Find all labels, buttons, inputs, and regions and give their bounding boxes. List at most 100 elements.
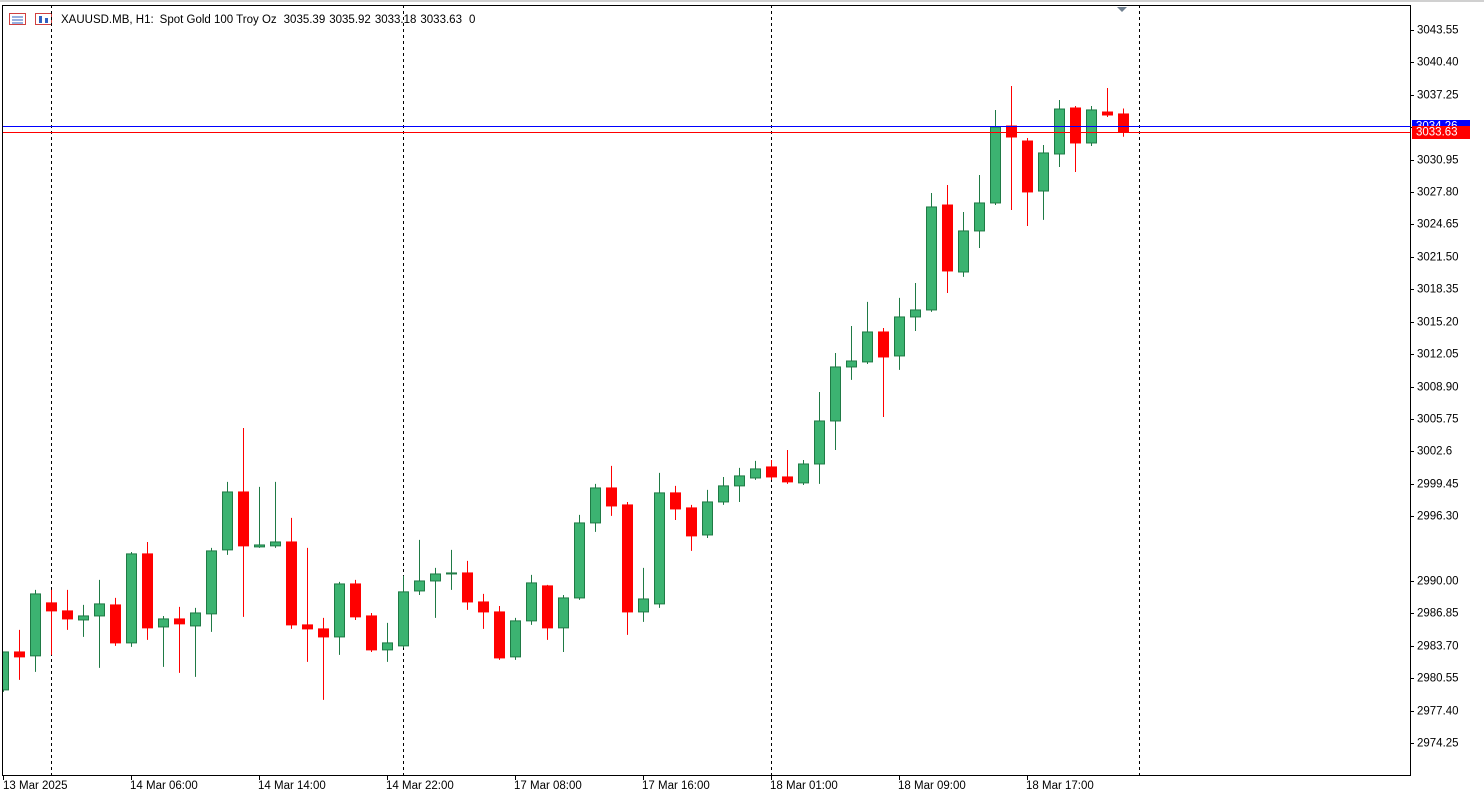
candle-body [670,492,681,510]
candle-body [14,651,25,658]
candle-body [910,309,921,318]
candle-body [686,507,697,537]
y-tick-label: 2990.00 [1417,576,1459,588]
candle-body [990,126,1001,204]
x-tick-label: 17 Mar 08:00 [514,780,582,792]
x-tick-label: 18 Mar 09:00 [898,780,966,792]
candle-body [222,491,233,551]
candle-body [654,492,665,605]
bid-label: 3033.63 [1416,127,1458,139]
shift-marker [1117,7,1127,12]
candle-body [942,204,953,272]
y-tick-label: 3008.90 [1417,382,1459,394]
candle-body [414,580,425,592]
candle-body [62,610,73,620]
candle-body [1118,113,1129,133]
y-tick-label: 2974.25 [1417,738,1459,750]
header-tail: 0 [469,14,475,26]
candle-body [750,468,761,479]
candle-body [510,620,521,658]
y-tick-label: 2980.55 [1417,673,1459,685]
candle-body [1054,108,1065,155]
candle-body [142,553,153,629]
candle-body [430,573,441,582]
candle-body [174,618,185,625]
candle-body [318,628,329,638]
y-tick-label: 3030.95 [1417,155,1459,167]
candle-body [286,541,297,626]
x-tick-label: 14 Mar 06:00 [130,780,198,792]
candle-body [590,487,601,524]
candle-body [238,491,249,547]
candle-body [1022,140,1033,193]
candle-body [382,642,393,651]
x-tick-label: 13 Mar 2025 [3,780,68,792]
candle-body [766,466,777,478]
candle-body [798,463,809,484]
candle-body [622,504,633,613]
candle-body [270,541,281,547]
x-tick-label: 14 Mar 22:00 [386,780,454,792]
y-tick-label: 3012.05 [1417,349,1459,361]
candle-body [110,604,121,644]
candle-body [494,611,505,659]
candle-body [558,597,569,629]
plot-frame [2,5,1411,776]
candle-body [126,553,137,644]
y-tick-label: 2996.30 [1417,511,1459,523]
candle-body [302,624,313,630]
candle-body [1006,125,1017,138]
candle-body [254,544,265,548]
header-open: 3035.39 [284,14,326,26]
y-tick-label: 3027.80 [1417,187,1459,199]
candle-body [958,230,969,273]
candle-body [398,591,409,647]
header-high: 3035.92 [329,14,371,26]
candle-body [478,601,489,613]
y-tick-label: 3024.65 [1417,219,1459,231]
y-tick-label: 3015.20 [1417,317,1459,329]
candle-body [158,618,169,628]
candle-body [206,550,217,615]
y-tick-label: 2999.45 [1417,479,1459,491]
bid-label-box [1412,126,1470,139]
plot-area [3,85,1410,700]
candle-body [878,331,889,358]
candle-body [1038,152,1049,192]
candle-body [334,583,345,638]
y-tick-label: 3018.35 [1417,284,1459,296]
x-tick-label: 18 Mar 01:00 [770,780,838,792]
separators [51,5,1140,775]
candle-body [3,651,9,691]
x-tick-label: 18 Mar 17:00 [1026,780,1094,792]
candle-body [830,366,841,422]
y-tick-label: 3005.75 [1417,414,1459,426]
candle-body [846,360,857,368]
candle-body [782,476,793,483]
y-tick-label: 3002.6 [1417,446,1452,458]
candle-body [78,615,89,621]
candle-body [46,602,57,612]
candle-body [974,202,985,232]
y-tick-label: 2977.40 [1417,706,1459,718]
y-tick-label: 3037.25 [1417,90,1459,102]
header-low: 3033.18 [375,14,417,26]
y-tick-label: 3040.40 [1417,57,1459,69]
header-icons [9,13,52,25]
y-tick-label: 3021.50 [1417,252,1459,264]
candle-body [350,583,361,618]
candle-body [894,316,905,357]
chart-header: XAUUSD.MB, H1: Spot Gold 100 Troy Oz 3035.… [61,14,475,26]
symbol: XAUUSD.MB, H1: [61,14,154,26]
candle-body [542,585,553,629]
candle-body [94,603,105,617]
candle-body [606,487,617,507]
candle-body [574,522,585,599]
candle-body [638,598,649,613]
y-tick-label: 3043.55 [1417,25,1459,37]
description: Spot Gold 100 Troy Oz [160,14,277,26]
candle-body [366,615,377,651]
candle-body [814,420,825,465]
y-tick-label: 2983.70 [1417,641,1459,653]
